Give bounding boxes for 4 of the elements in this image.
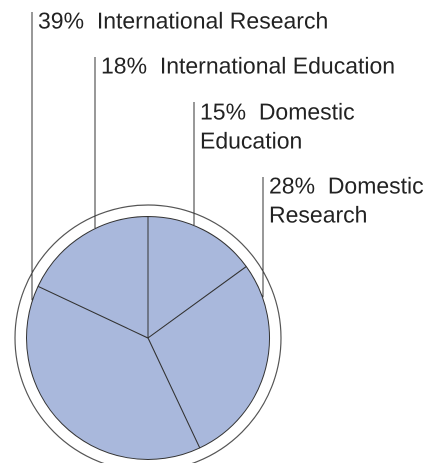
slice-label: 28% Domestic Research	[269, 172, 424, 228]
slice-label: 18% International Education	[101, 52, 396, 78]
slice-label: 39% International Research	[38, 7, 328, 34]
slice-label: 15% Domestic Education	[200, 98, 355, 154]
